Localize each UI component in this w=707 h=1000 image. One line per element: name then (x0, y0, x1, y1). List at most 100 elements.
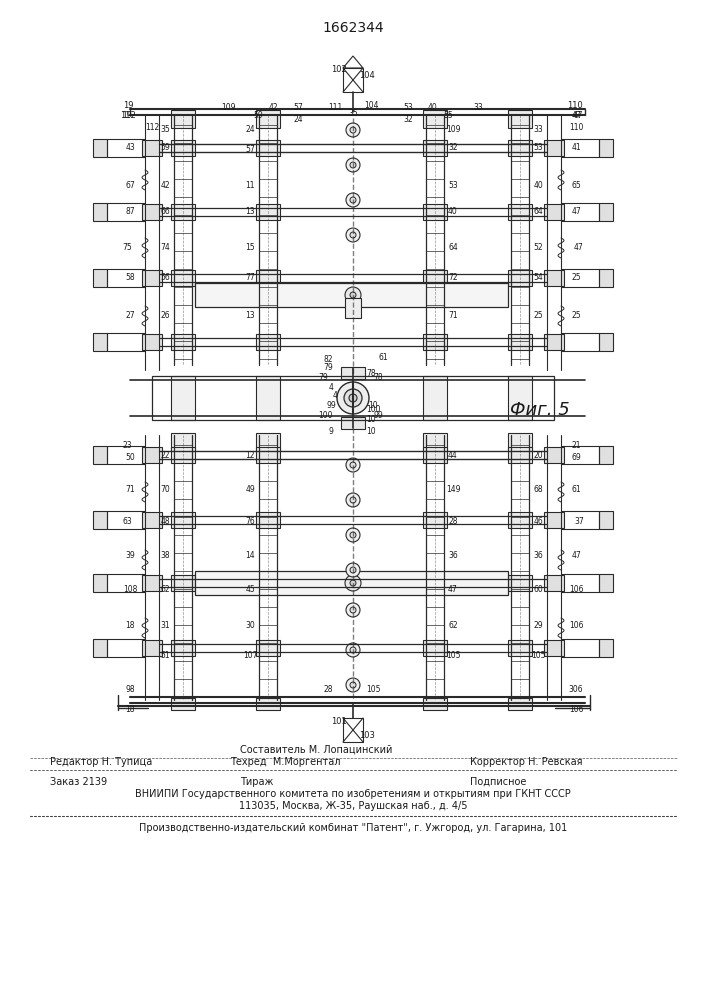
Bar (93, 511, 107, 529)
Bar (544, 270, 564, 286)
Circle shape (346, 603, 360, 617)
Bar (256, 433, 280, 451)
Bar (256, 270, 280, 286)
Bar (423, 270, 447, 286)
Text: 113035, Москва, Ж-35, Раушская наб., д. 4/5: 113035, Москва, Ж-35, Раушская наб., д. … (239, 801, 467, 811)
Text: 53: 53 (403, 104, 413, 112)
Text: 18: 18 (125, 706, 135, 714)
Bar (508, 334, 532, 350)
Text: 38: 38 (160, 550, 170, 560)
Text: 23: 23 (122, 440, 132, 450)
Circle shape (346, 158, 360, 172)
Bar (544, 334, 564, 350)
Text: 67: 67 (125, 180, 135, 190)
Text: 106: 106 (568, 706, 583, 714)
Text: Подписное: Подписное (470, 777, 527, 787)
Text: 52: 52 (533, 243, 543, 252)
Circle shape (350, 647, 356, 653)
Bar (152, 376, 554, 420)
Bar (544, 575, 564, 591)
Bar (508, 270, 532, 286)
Bar (544, 447, 564, 463)
Bar (544, 140, 564, 156)
Text: 77: 77 (245, 273, 255, 282)
Circle shape (346, 228, 360, 242)
Bar (171, 110, 195, 128)
Bar (508, 698, 532, 710)
Text: 30: 30 (245, 620, 255, 630)
Text: 79: 79 (318, 373, 328, 382)
Bar (423, 433, 447, 451)
Text: 78: 78 (366, 368, 376, 377)
Bar (599, 139, 613, 157)
Bar (93, 574, 107, 592)
Text: 82: 82 (323, 356, 333, 364)
Text: 149: 149 (445, 486, 460, 494)
Text: 109: 109 (445, 125, 460, 134)
Text: 12: 12 (245, 450, 255, 460)
Bar (171, 204, 195, 220)
Circle shape (346, 643, 360, 657)
Bar (93, 139, 107, 157)
Text: 112: 112 (145, 123, 159, 132)
Text: 103: 103 (359, 730, 375, 740)
Text: 18: 18 (125, 620, 135, 630)
Text: 41: 41 (571, 143, 581, 152)
Text: 104: 104 (359, 70, 375, 80)
Text: Техред  М.Моргентал: Техред М.Моргентал (230, 757, 341, 767)
Bar (256, 575, 280, 591)
Bar (599, 639, 613, 657)
Text: 61: 61 (378, 354, 388, 362)
Bar (423, 110, 447, 128)
Text: 26: 26 (160, 310, 170, 320)
Bar (93, 333, 107, 351)
Text: 47: 47 (571, 550, 581, 560)
Bar (341, 367, 365, 379)
Text: 10: 10 (368, 400, 378, 410)
Text: 105: 105 (531, 650, 545, 660)
Bar (171, 512, 195, 528)
Bar (256, 447, 280, 463)
Text: 25: 25 (571, 310, 581, 320)
Text: 58: 58 (125, 273, 135, 282)
Text: 62: 62 (160, 585, 170, 594)
Bar (256, 334, 280, 350)
Text: 15: 15 (245, 243, 255, 252)
Bar (256, 204, 280, 220)
Bar (508, 376, 532, 420)
Text: 99: 99 (326, 401, 336, 410)
Circle shape (350, 292, 356, 298)
Text: 47: 47 (574, 243, 584, 252)
Circle shape (350, 497, 356, 503)
Circle shape (346, 493, 360, 507)
Text: 112: 112 (120, 110, 136, 119)
Circle shape (344, 389, 362, 407)
Bar (508, 110, 532, 128)
Text: 35: 35 (348, 108, 358, 117)
Text: 59: 59 (160, 143, 170, 152)
Text: 32: 32 (403, 115, 413, 124)
Circle shape (350, 532, 356, 538)
Text: 28: 28 (448, 518, 457, 526)
Text: 25: 25 (533, 310, 543, 320)
Text: 100: 100 (317, 412, 332, 420)
Text: Редактор Н. Тупица: Редактор Н. Тупица (50, 757, 152, 767)
Bar (93, 639, 107, 657)
Text: 50: 50 (125, 454, 135, 462)
Bar (256, 110, 280, 128)
Text: 57: 57 (245, 145, 255, 154)
Circle shape (346, 563, 360, 577)
Text: 66: 66 (160, 208, 170, 217)
Text: 11: 11 (245, 180, 255, 190)
Text: 45: 45 (245, 585, 255, 594)
Text: 56: 56 (160, 273, 170, 282)
Text: 37: 37 (574, 518, 584, 526)
Bar (508, 447, 532, 463)
Text: 110: 110 (569, 123, 583, 132)
Text: 106: 106 (568, 585, 583, 594)
Text: Фиг. 5: Фиг. 5 (510, 401, 570, 419)
Text: 63: 63 (122, 518, 132, 526)
Text: 306: 306 (568, 686, 583, 694)
Text: 70: 70 (160, 486, 170, 494)
Circle shape (345, 287, 361, 303)
